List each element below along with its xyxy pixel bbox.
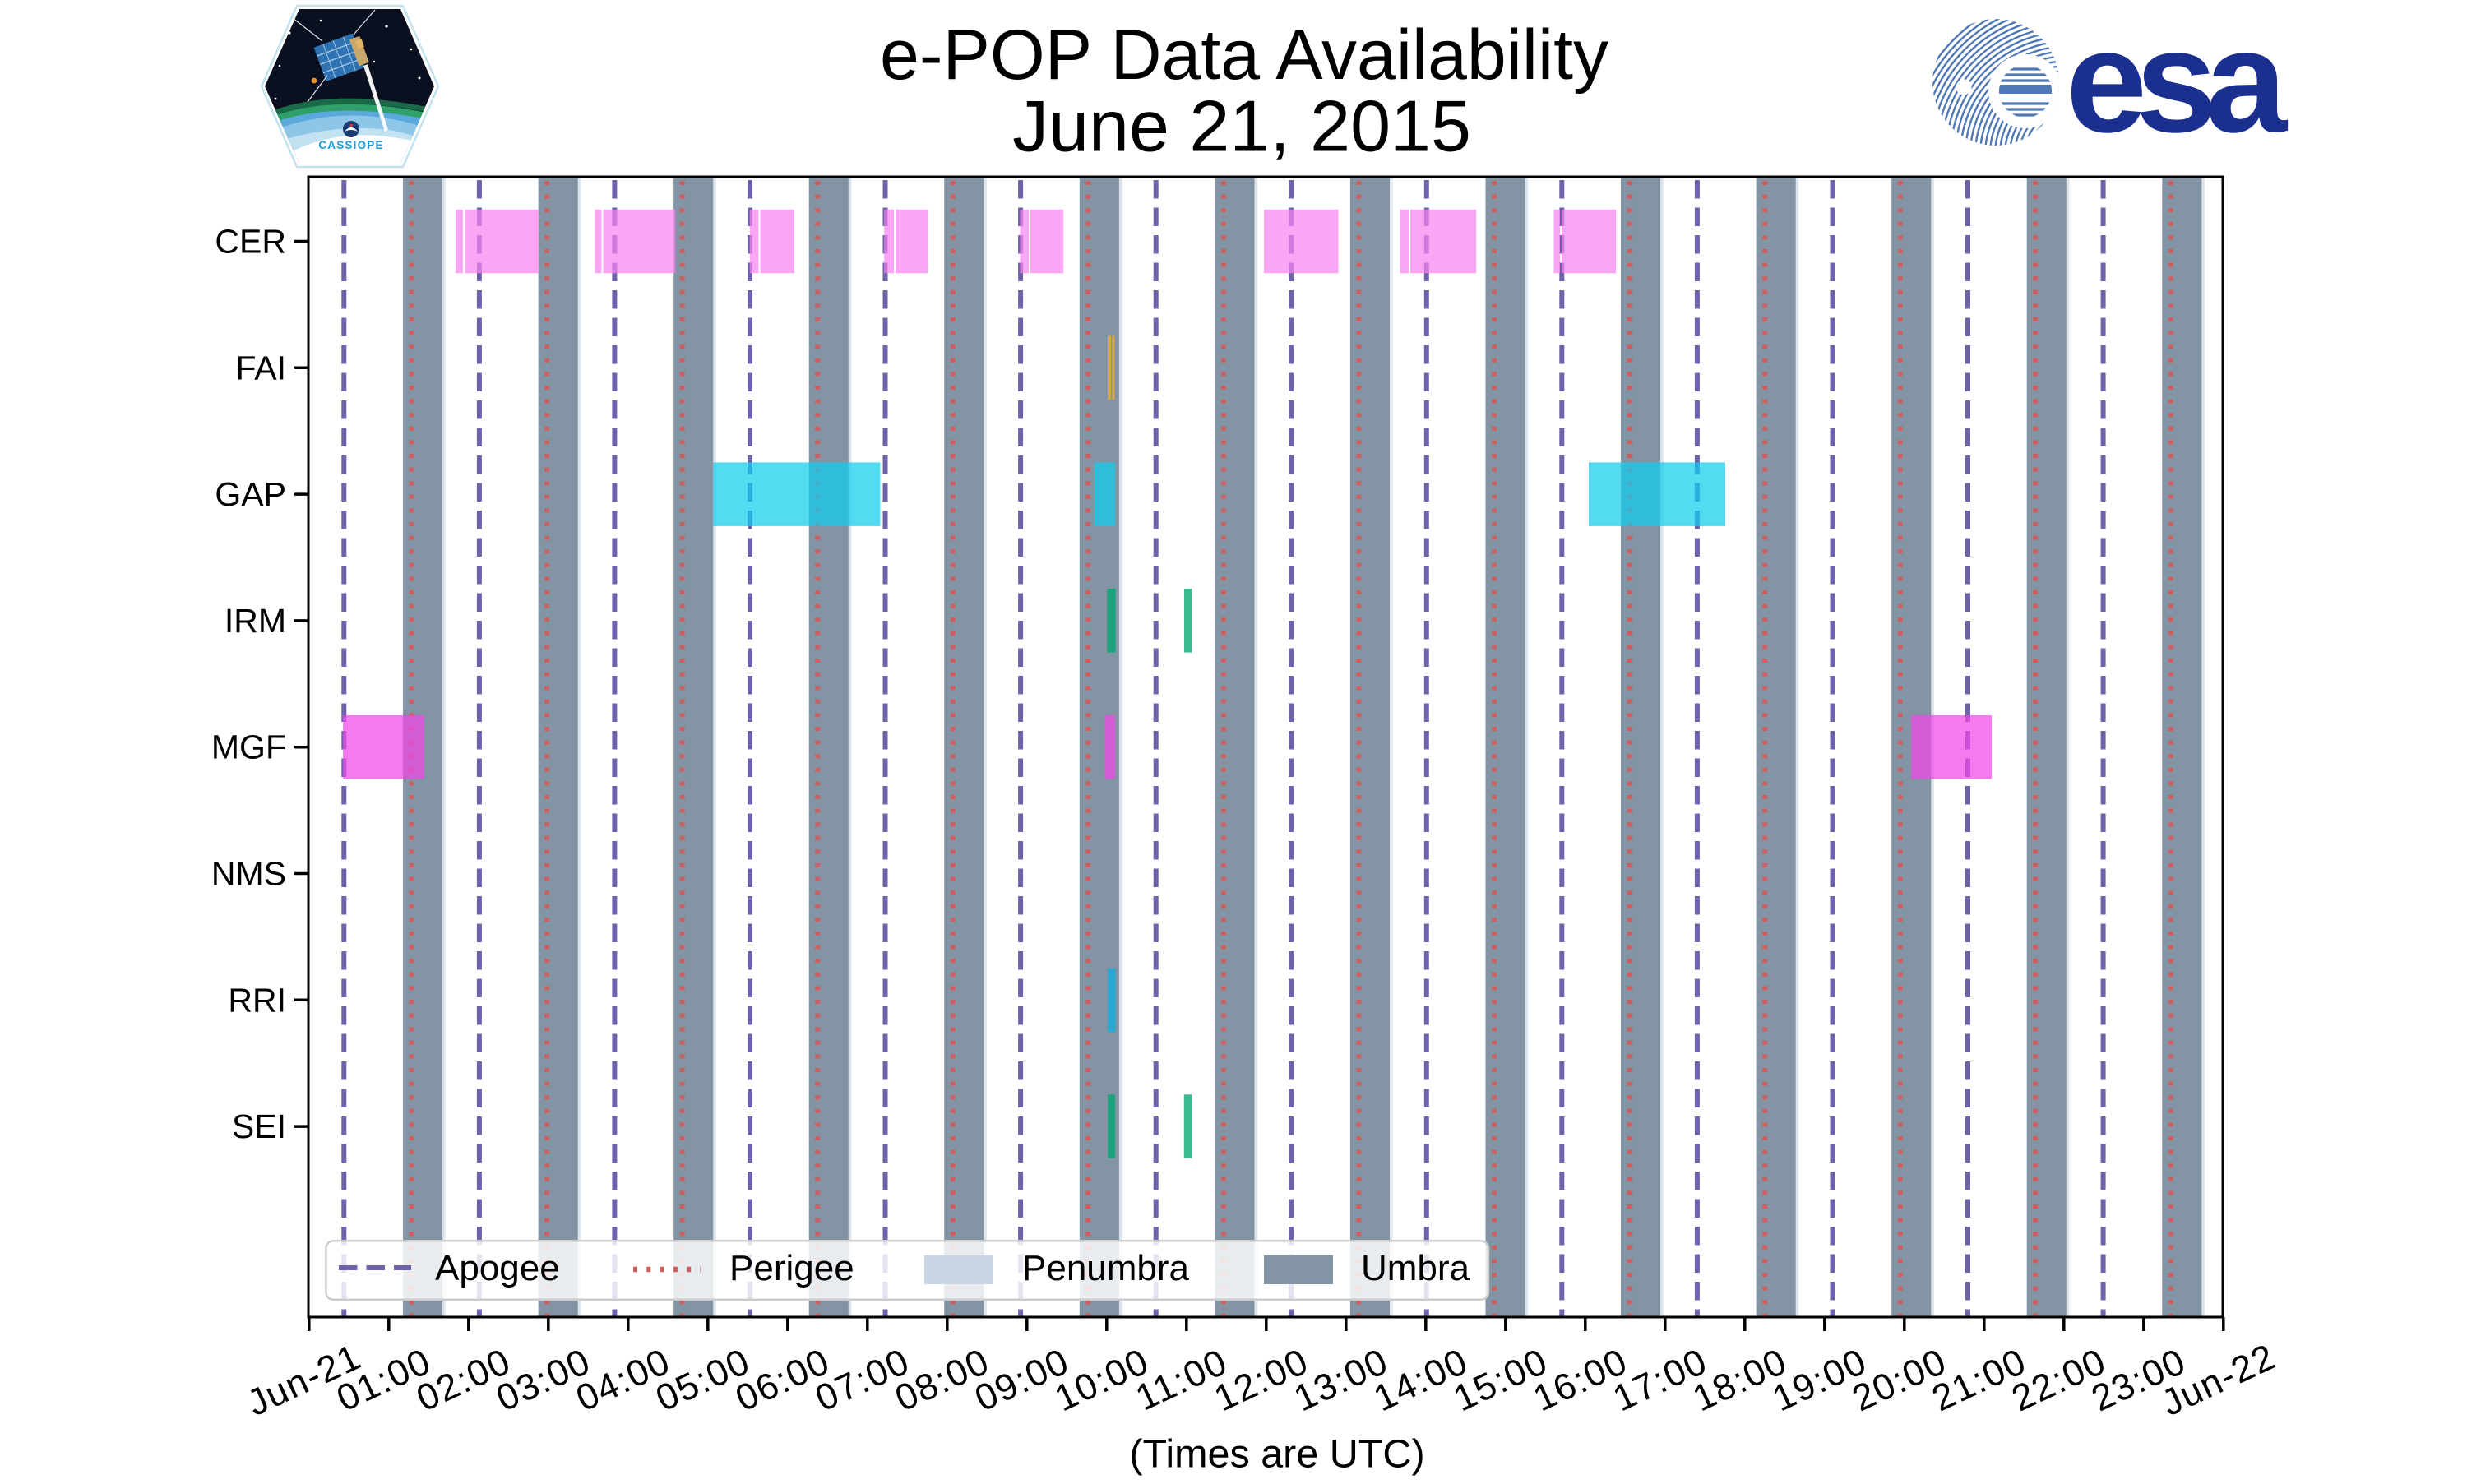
svg-text:MGF: MGF — [211, 728, 286, 766]
svg-text:IRM: IRM — [224, 602, 286, 640]
svg-text:CASSIOPE: CASSIOPE — [318, 139, 383, 151]
svg-text:Umbra: Umbra — [1361, 1248, 1470, 1288]
svg-text:Perigee: Perigee — [729, 1248, 854, 1288]
svg-text:GAP: GAP — [215, 475, 286, 513]
svg-text:June 21, 2015: June 21, 2015 — [1012, 86, 1471, 167]
svg-text:RRI: RRI — [228, 981, 286, 1019]
svg-text:Apogee: Apogee — [435, 1248, 560, 1288]
svg-text:Penumbra: Penumbra — [1022, 1248, 1190, 1288]
svg-text:e-POP Data Availability: e-POP Data Availability — [880, 16, 1608, 95]
svg-text:esa: esa — [2066, 0, 2289, 163]
svg-text:NMS: NMS — [211, 855, 286, 893]
svg-text:(Times are UTC): (Times are UTC) — [1129, 1432, 1424, 1477]
svg-text:CER: CER — [215, 223, 286, 261]
svg-text:FAI: FAI — [235, 349, 286, 386]
svg-text:SEI: SEI — [232, 1107, 286, 1145]
